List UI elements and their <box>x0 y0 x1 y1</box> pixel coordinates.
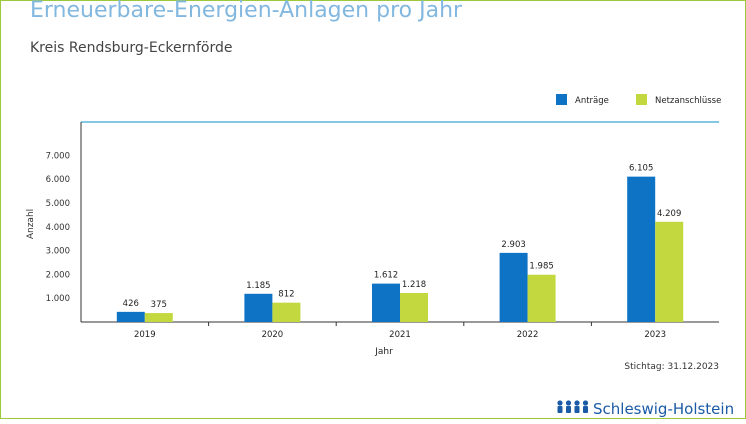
legend-label: Anträge <box>575 96 609 106</box>
y-tick-label: 6.000 <box>46 175 70 185</box>
bar-netzanschluesse-2022 <box>527 274 556 322</box>
bar-antraege-2022 <box>499 252 528 322</box>
x-tick-label: 2019 <box>134 330 156 340</box>
bar-netzanschluesse-2020 <box>272 302 301 322</box>
chart-title: Erneuerbare-Energien-Anlagen pro Jahr <box>30 0 463 23</box>
bar-antraege-2023 <box>627 176 656 322</box>
bar-value-label: 1.985 <box>529 262 553 272</box>
legend-swatch-netzanschluesse <box>636 94 647 105</box>
x-axis-title: Jahr <box>374 347 393 357</box>
legend-swatch-antraege <box>556 94 567 105</box>
bar-value-label: 426 <box>123 299 139 309</box>
bar-value-label: 1.218 <box>402 280 426 290</box>
bar-netzanschluesse-2023 <box>655 221 684 322</box>
logo-figures-icon <box>557 400 589 413</box>
bar-value-label: 812 <box>278 290 294 300</box>
x-tick-label: 2022 <box>517 330 539 340</box>
y-axis-title: Anzahl <box>26 209 36 239</box>
y-tick-label: 4.000 <box>46 223 70 233</box>
bar-value-label: 4.209 <box>657 209 681 219</box>
bar-netzanschluesse-2019 <box>144 313 173 322</box>
bar-antraege-2021 <box>372 283 400 322</box>
bar-value-label: 2.903 <box>501 240 525 250</box>
chart-subtitle: Kreis Rendsburg-Eckernförde <box>30 40 233 56</box>
schleswig-holstein-logo: Schleswig-Holstein <box>556 400 734 419</box>
y-tick-label: 5.000 <box>46 199 70 209</box>
x-tick-label: 2023 <box>644 330 666 340</box>
x-tick-label: 2021 <box>389 330 411 340</box>
stichtag-note: Stichtag: 31.12.2023 <box>624 362 719 372</box>
bar-value-label: 6.105 <box>629 164 653 174</box>
bar-antraege-2020 <box>244 293 273 322</box>
y-tick-label: 2.000 <box>46 270 70 280</box>
bar-value-label: 1.612 <box>374 271 398 281</box>
y-tick-label: 1.000 <box>46 294 70 304</box>
bar-antraege-2019 <box>116 311 145 322</box>
bar-netzanschluesse-2021 <box>400 293 428 322</box>
legend-label: Netzanschlüsse <box>655 96 721 106</box>
bar-value-label: 1.185 <box>246 281 270 291</box>
logo-text: Schleswig-Holstein <box>593 400 735 418</box>
y-tick-label: 3.000 <box>46 247 70 257</box>
bar-value-label: 375 <box>151 300 167 310</box>
y-tick-label: 7.000 <box>46 151 70 161</box>
x-tick-label: 2020 <box>262 330 284 340</box>
